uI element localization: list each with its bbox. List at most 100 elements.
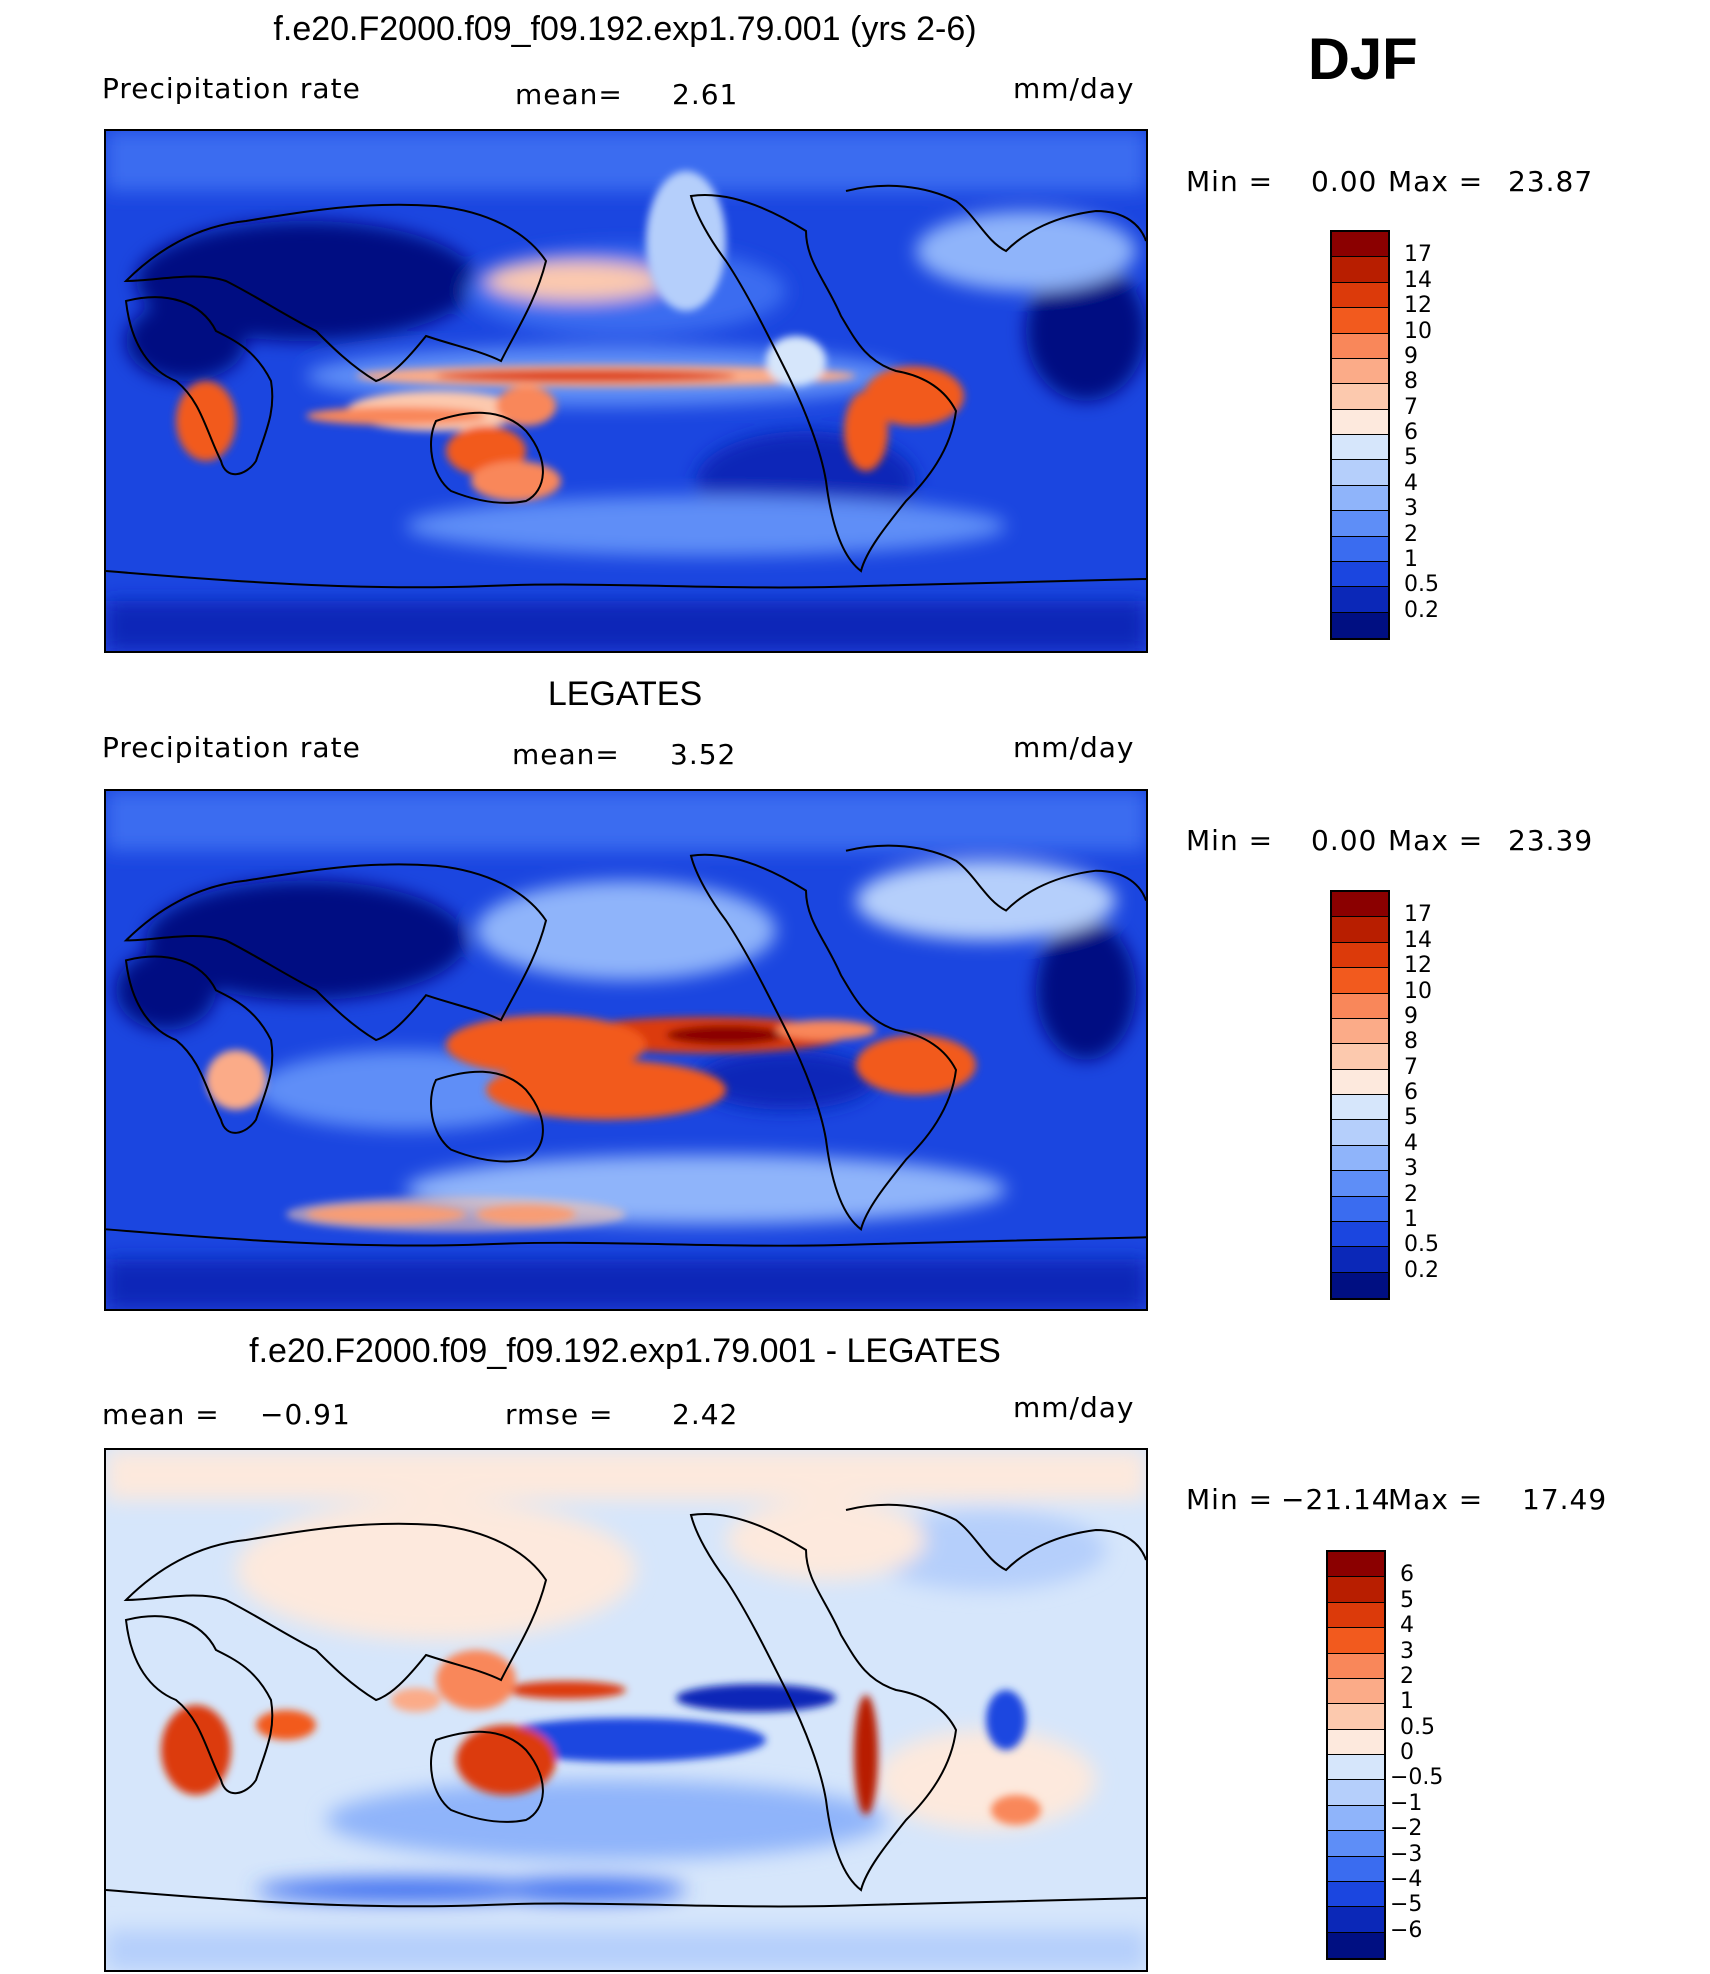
colorbar-swatch (1332, 358, 1388, 385)
panel-1-title: f.e20.F2000.f09_f09.192.exp1.79.001 (yrs… (273, 10, 977, 48)
colorbar-tick-label: 8 (1404, 369, 1418, 395)
panel-3-colorbar (1326, 1550, 1386, 1960)
colorbar-swatch (1332, 257, 1388, 283)
colorbar-tick-label: −1 (1390, 1790, 1423, 1816)
colorbar-tick-label: 9 (1404, 343, 1418, 369)
colorbar-swatch (1328, 1729, 1384, 1755)
colorbar-swatch (1328, 1678, 1384, 1705)
colorbar-tick-label: 8 (1404, 1029, 1418, 1055)
colorbar-tick-label: 12 (1404, 293, 1432, 319)
colorbar-tick-label: −3 (1390, 1841, 1423, 1867)
colorbar-swatch (1332, 587, 1388, 613)
colorbar-tick-label: 3 (1400, 1638, 1414, 1664)
colorbar-swatch (1328, 1881, 1384, 1908)
colorbar-swatch (1332, 384, 1388, 410)
colorbar-swatch (1332, 1247, 1388, 1273)
colorbar-tick-label: 3 (1404, 496, 1418, 522)
panel-3-max-value: 17.49 (1522, 1483, 1608, 1516)
colorbar-swatch (1332, 460, 1388, 486)
panel-1-colorbar (1330, 230, 1390, 640)
panel-1-min-value: 0.00 (1311, 165, 1378, 198)
colorbar-swatch (1332, 917, 1388, 943)
colorbar-swatch (1332, 1145, 1388, 1172)
colorbar-swatch (1332, 333, 1388, 359)
panel-1-variable-label: Precipitation rate (102, 72, 361, 105)
panel-3-min-label: Min = (1186, 1483, 1274, 1516)
panel-1-map (104, 129, 1148, 653)
colorbar-tick-label: 2 (1400, 1663, 1414, 1689)
panel-3-mean-label: mean = (102, 1398, 220, 1431)
panel-3-units: mm/day (1013, 1391, 1135, 1424)
colorbar-swatch (1332, 536, 1388, 562)
colorbar-tick-label: −2 (1390, 1816, 1423, 1842)
panel-3-rmse-label: rmse = (505, 1398, 614, 1431)
colorbar-swatch (1332, 308, 1388, 334)
panel-3-min-value: −21.14 (1281, 1483, 1391, 1516)
colorbar-tick-label: 9 (1404, 1003, 1418, 1029)
colorbar-tick-label: 4 (1404, 1130, 1418, 1156)
colorbar-swatch (1328, 1628, 1384, 1654)
colorbar-tick-label: 6 (1404, 1080, 1418, 1105)
colorbar-swatch (1332, 511, 1388, 537)
panel-3-mean-value: −0.91 (260, 1398, 351, 1431)
panel-1-units: mm/day (1013, 72, 1135, 105)
colorbar-swatch (1332, 561, 1388, 588)
colorbar-tick-label: 4 (1404, 470, 1418, 496)
colorbar-tick-label: 14 (1404, 267, 1432, 293)
colorbar-tick-label: 12 (1404, 953, 1432, 979)
colorbar-tick-label: −5 (1390, 1892, 1423, 1918)
colorbar-swatch (1332, 1018, 1388, 1045)
colorbar-swatch (1332, 993, 1388, 1019)
colorbar-tick-label: 17 (1404, 242, 1432, 268)
panel-3-map (104, 1448, 1148, 1972)
colorbar-tick-label: 10 (1404, 978, 1432, 1004)
colorbar-tick-label: 1 (1400, 1689, 1414, 1715)
colorbar-swatch (1328, 1602, 1384, 1629)
panel-2-variable-label: Precipitation rate (102, 731, 361, 764)
panel-2-min-value: 0.00 (1311, 824, 1378, 857)
panel-2-map (104, 789, 1148, 1311)
colorbar-swatch (1332, 612, 1388, 638)
panel-2-min-label: Min = (1186, 824, 1274, 857)
colorbar-swatch (1332, 1171, 1388, 1197)
panel-3-max-label: Max = (1388, 1483, 1484, 1516)
colorbar-tick-label: 0.2 (1404, 597, 1439, 623)
colorbar-swatch (1328, 1831, 1384, 1857)
colorbar-swatch (1328, 1907, 1384, 1933)
colorbar-tick-label: 0.2 (1404, 1257, 1439, 1283)
panel-2-max-label: Max = (1388, 824, 1484, 857)
colorbar-tick-label: 2 (1404, 1181, 1418, 1207)
season-label: DJF (1308, 27, 1418, 92)
colorbar-swatch (1332, 1221, 1388, 1248)
panel-1-mean-label: mean= (515, 78, 623, 111)
colorbar-swatch (1328, 1653, 1384, 1679)
panel-2-mean-label: mean= (512, 738, 620, 771)
colorbar-swatch (1332, 1120, 1388, 1146)
colorbar-swatch (1328, 1932, 1384, 1958)
colorbar-tick-label: 4 (1400, 1613, 1414, 1639)
colorbar-tick-label: −0.5 (1390, 1765, 1444, 1791)
colorbar-swatch (1332, 1272, 1388, 1298)
panel-3-rmse-value: 2.42 (672, 1398, 739, 1431)
panel-1-mean-value: 2.61 (672, 78, 739, 111)
colorbar-tick-label: 6 (1400, 1562, 1414, 1588)
panel-2-mean-value: 3.52 (670, 738, 737, 771)
colorbar-swatch (1332, 942, 1388, 969)
colorbar-tick-label: −4 (1390, 1866, 1423, 1892)
colorbar-tick-label: 0 (1400, 1740, 1414, 1765)
colorbar-swatch (1328, 1780, 1384, 1806)
colorbar-tick-label: 14 (1404, 927, 1432, 953)
colorbar-swatch (1332, 409, 1388, 435)
colorbar-tick-label: 3 (1404, 1156, 1418, 1182)
colorbar-tick-label: 0.5 (1404, 1232, 1439, 1258)
colorbar-swatch (1332, 282, 1388, 309)
colorbar-swatch (1332, 1044, 1388, 1070)
colorbar-swatch (1328, 1704, 1384, 1730)
colorbar-tick-label: 10 (1404, 318, 1432, 344)
panel-1-max-value: 23.87 (1508, 165, 1594, 198)
colorbar-tick-label: 5 (1404, 1105, 1418, 1131)
panel-2-units: mm/day (1013, 731, 1135, 764)
colorbar-tick-label: 5 (1404, 445, 1418, 471)
colorbar-swatch (1332, 1196, 1388, 1222)
colorbar-tick-label: 7 (1404, 394, 1418, 420)
